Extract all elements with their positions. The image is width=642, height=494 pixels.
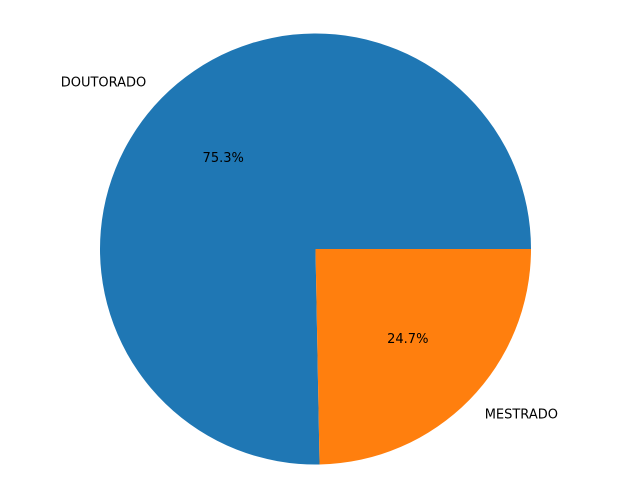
percent-label-mestrado: 24.7%	[387, 332, 428, 347]
category-label-doutorado: DOUTORADO	[61, 75, 147, 90]
pie-slice-doutorado	[99, 33, 531, 465]
percent-label-doutorado: 75.3%	[203, 151, 244, 166]
labels-layer: DOUTORADO 75.3% MESTRADO 24.7%	[61, 75, 558, 422]
pie-slice-mestrado	[315, 249, 531, 465]
slices-layer	[99, 33, 531, 465]
category-label-mestrado: MESTRADO	[485, 408, 558, 423]
